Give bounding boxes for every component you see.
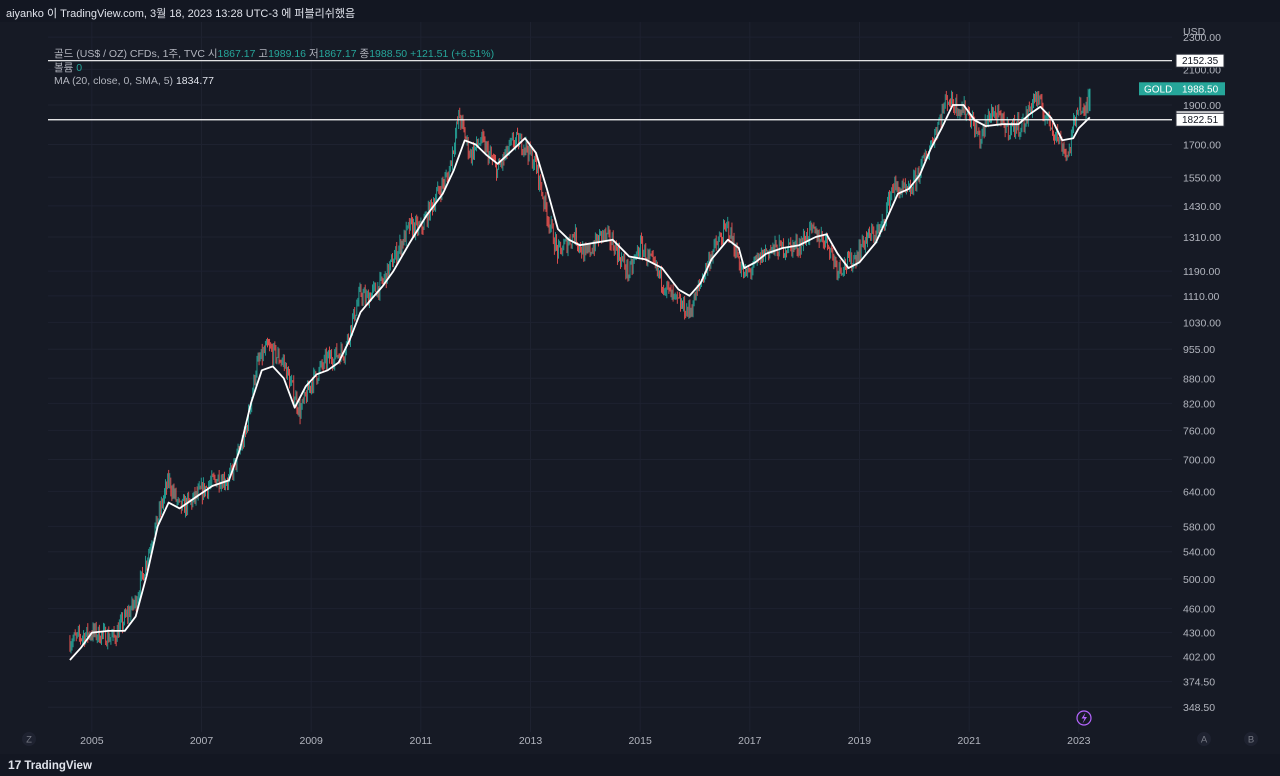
line-price-badge [1175, 112, 1225, 127]
line-price-value: 1822.51 [1182, 115, 1219, 126]
legend-open-label: 시 [207, 48, 218, 60]
y-tick-label: 1030.00 [1183, 317, 1221, 329]
x-tick-label: 2023 [1067, 735, 1091, 747]
publish-caption-bar: aiyanko 이 TradingView.com, 3월 18, 2023 1… [0, 0, 1280, 22]
legend-low-label: 저 [308, 48, 319, 60]
y-tick-label: 760.00 [1183, 425, 1215, 437]
y-tick-label: 1310.00 [1183, 232, 1221, 244]
axis-button-b[interactable] [1244, 732, 1258, 746]
x-tick-label: 2011 [410, 735, 433, 747]
x-tick-label: 2015 [628, 735, 652, 747]
line-price-badge [1175, 53, 1225, 68]
lightning-bolt-glyph [1081, 712, 1087, 724]
x-tick-label: 2007 [190, 735, 214, 747]
axis-button-b-label: B [1248, 735, 1254, 746]
symbol-price-badge [1139, 82, 1225, 96]
legend-close: 1988.50 [369, 48, 408, 60]
legend-open: 1867.17 [217, 48, 256, 60]
y-tick-label: 2300.00 [1183, 32, 1221, 44]
y-tick-label: 640.00 [1183, 486, 1215, 498]
legend-low: 1867.17 [318, 48, 357, 60]
legend-high-label: 고 [258, 48, 269, 60]
axis-button-z-label: Z [26, 735, 32, 746]
y-tick-label: 1550.00 [1183, 172, 1221, 184]
legend-close-label: 종 [359, 48, 370, 60]
x-tick-label: 2017 [738, 735, 762, 747]
tradingview-logo[interactable]: 17 TradingView [8, 758, 92, 772]
price-chart[interactable]: USD2300.002100.001900.001700.001550.0014… [0, 22, 1280, 754]
x-tick-label: 2013 [519, 735, 543, 747]
x-tick-label: 2019 [848, 735, 872, 747]
lightning-event-icon[interactable] [1076, 710, 1092, 726]
line-price-value: 2152.35 [1182, 56, 1219, 67]
y-tick-label: 374.50 [1183, 677, 1215, 689]
footer-bar: 17 TradingView [0, 754, 1280, 776]
x-tick-label: 2009 [300, 735, 324, 747]
tradingview-logo-icon: 17 [8, 758, 22, 772]
y-tick-label: 580.00 [1183, 521, 1215, 533]
y-tick-label: 460.00 [1183, 604, 1215, 616]
y-tick-label: 1190.00 [1183, 266, 1220, 278]
x-tick-label: 2021 [957, 735, 981, 747]
axis-button-z[interactable] [22, 732, 36, 746]
legend-volume: 0 [76, 61, 83, 74]
moving-average-line [69, 104, 1091, 661]
legend-change: +121.51 (+6.51%) [410, 48, 495, 60]
y-tick-label: 540.00 [1183, 547, 1215, 559]
y-tick-label: 880.00 [1183, 373, 1215, 385]
y-tick-label: 1430.00 [1183, 201, 1221, 213]
publish-caption: aiyanko 이 TradingView.com, 3월 18, 2023 1… [6, 8, 356, 20]
y-tick-label: 955.00 [1183, 344, 1215, 356]
legend-volume-label[interactable]: 볼륨 [54, 61, 74, 74]
tradingview-brand: TradingView [24, 760, 92, 772]
y-tick-label: 700.00 [1183, 455, 1215, 467]
symbol-price-value: 1988.50 [1182, 84, 1219, 95]
y-tick-label: 348.50 [1183, 702, 1215, 714]
y-tick-label: 430.00 [1183, 628, 1215, 640]
legend-ma-value: 1834.77 [175, 75, 214, 87]
axis-button-a[interactable] [1197, 732, 1211, 746]
y-tick-label: 820.00 [1183, 398, 1215, 410]
legend-symbol[interactable]: 골드 (US$ / OZ) CFDs, 1주, TVC [54, 48, 205, 60]
y-tick-label: 1900.00 [1183, 100, 1221, 112]
axis-button-a-label: A [1201, 735, 1208, 746]
legend-high: 1989.16 [268, 48, 307, 60]
y-tick-label: 1110.00 [1183, 291, 1220, 303]
y-tick-label: 500.00 [1183, 574, 1215, 586]
y-tick-label: 402.00 [1183, 651, 1215, 663]
y-axis-unit: USD [1183, 26, 1206, 38]
legend-ma-label[interactable]: MA (20, close, 0, SMA, 5) [54, 75, 174, 87]
chart-frame[interactable]: USD 2300.00 2100.00 1900.00 1700.00 1550.00 14… [0, 22, 1280, 754]
chart-legend: 골드 (US$ / OZ) CFDs, 1주, TVC 시1867.17 고19… [54, 48, 494, 89]
y-tick-label: 1700.00 [1183, 139, 1221, 151]
symbol-price-tag: GOLD [1144, 84, 1172, 95]
x-tick-label: 2005 [80, 735, 104, 747]
